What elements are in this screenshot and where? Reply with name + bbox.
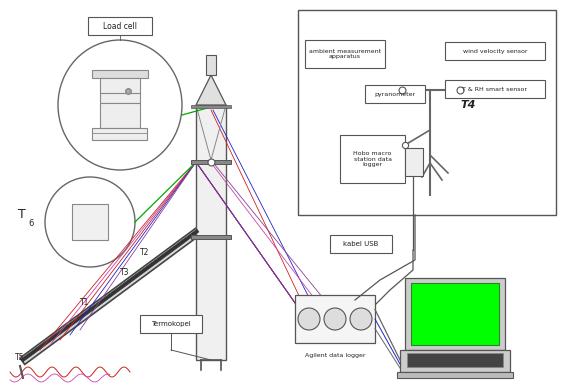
Bar: [298, 10, 556, 215]
Text: pyranometer: pyranometer: [374, 91, 416, 96]
Text: T4: T4: [460, 100, 475, 110]
Text: T2: T2: [140, 248, 149, 257]
Bar: [405, 278, 505, 350]
Text: Hobo macro
station data
logger: Hobo macro station data logger: [353, 151, 392, 167]
Bar: [397, 372, 513, 378]
Bar: [400, 350, 510, 372]
Bar: [407, 353, 503, 367]
Polygon shape: [20, 228, 201, 364]
Bar: [445, 80, 545, 98]
Text: T: T: [18, 208, 26, 221]
Bar: [405, 148, 423, 176]
Circle shape: [298, 308, 320, 330]
Text: Agilent data logger: Agilent data logger: [304, 353, 365, 358]
Text: T & RH smart sensor: T & RH smart sensor: [463, 86, 527, 91]
Polygon shape: [196, 75, 226, 105]
Bar: [92, 70, 148, 78]
Text: ambient measurement
apparatus: ambient measurement apparatus: [309, 49, 381, 60]
Text: kabel USB: kabel USB: [343, 241, 379, 247]
Text: T1: T1: [80, 298, 90, 307]
Bar: [295, 295, 375, 343]
Bar: [206, 55, 216, 75]
Bar: [100, 103, 140, 128]
Bar: [92, 128, 147, 140]
Polygon shape: [21, 229, 199, 362]
Text: Termokopel: Termokopel: [151, 321, 191, 327]
Circle shape: [324, 308, 346, 330]
Bar: [72, 204, 108, 240]
Bar: [411, 283, 499, 345]
Text: T5: T5: [15, 353, 24, 362]
Text: T3: T3: [120, 268, 129, 277]
Bar: [191, 160, 231, 164]
Bar: [330, 235, 392, 253]
Bar: [305, 40, 385, 68]
Bar: [340, 135, 405, 183]
Bar: [445, 42, 545, 60]
Bar: [88, 17, 152, 35]
Bar: [100, 78, 140, 103]
Ellipse shape: [58, 40, 182, 170]
Text: wind velocity sensor: wind velocity sensor: [463, 49, 527, 54]
Ellipse shape: [45, 177, 135, 267]
Bar: [191, 105, 231, 108]
Bar: [196, 105, 226, 360]
Text: 6: 6: [28, 219, 33, 228]
Bar: [191, 235, 231, 239]
Text: Load cell: Load cell: [103, 21, 137, 30]
Bar: [140, 315, 202, 333]
Circle shape: [350, 308, 372, 330]
Bar: [365, 85, 425, 103]
